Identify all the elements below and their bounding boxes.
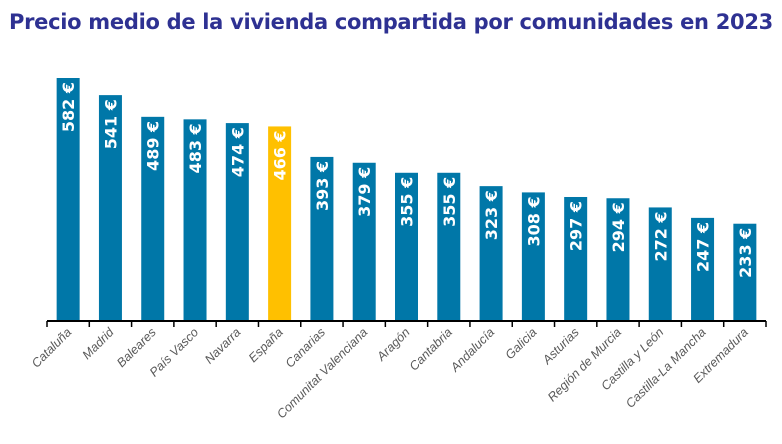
data-label: 294 € — [609, 202, 628, 252]
x-tick-label: Andalucía — [447, 325, 497, 375]
bar — [606, 198, 630, 321]
bar — [141, 116, 165, 321]
bar — [648, 207, 672, 321]
x-tick-label: Aragón — [374, 325, 413, 364]
x-tick-label: Navarra — [202, 325, 243, 366]
x-tick-label: Madrid — [80, 324, 118, 362]
bar — [521, 192, 545, 321]
bar — [479, 186, 503, 321]
bar — [268, 126, 292, 322]
bar — [352, 162, 376, 321]
data-label: 379 € — [355, 167, 374, 217]
bar — [183, 119, 207, 321]
x-tick-label: Galicia — [503, 325, 540, 362]
data-label: 393 € — [313, 161, 332, 211]
bar — [564, 196, 588, 321]
data-label: 483 € — [186, 123, 205, 173]
data-label: 297 € — [567, 201, 586, 251]
x-tick-label: Cataluña — [29, 325, 74, 370]
bar — [225, 123, 249, 322]
x-tick-label: Castilla-La Mancha — [623, 325, 709, 411]
data-label: 474 € — [228, 127, 247, 177]
data-label: 272 € — [651, 211, 670, 261]
data-label: 541 € — [101, 99, 120, 149]
data-label: 582 € — [59, 82, 78, 132]
bar — [310, 156, 334, 321]
data-label: 323 € — [482, 190, 501, 240]
bar — [437, 172, 461, 321]
data-label: 233 € — [736, 228, 755, 278]
bar — [56, 78, 80, 321]
data-label: 355 € — [440, 177, 459, 227]
chart-title: Precio medio de la vivienda compartida p… — [9, 10, 773, 34]
data-label: 247 € — [694, 222, 713, 272]
bar — [691, 217, 715, 321]
x-tick-label: Asturias — [539, 325, 582, 368]
data-label: 308 € — [524, 196, 543, 246]
bar — [395, 172, 418, 321]
x-tick-label: Región de Murcia — [545, 325, 624, 404]
data-label: 489 € — [144, 121, 163, 171]
bar — [733, 223, 757, 321]
x-tick-label: España — [246, 325, 286, 365]
bar — [98, 95, 122, 321]
x-tick-label: Cantabria — [407, 325, 455, 373]
data-label: 355 € — [398, 177, 417, 227]
data-label: 466 € — [271, 130, 290, 180]
